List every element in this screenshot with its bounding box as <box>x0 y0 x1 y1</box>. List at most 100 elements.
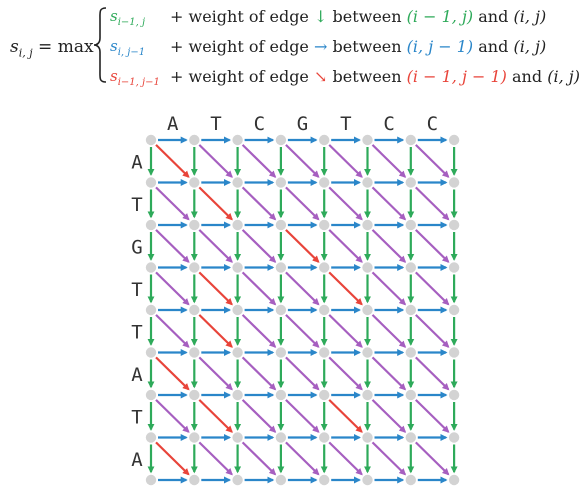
row-description: + weight of edge ↓ between (i − 1, j) an… <box>170 7 547 26</box>
diagonal-edge <box>285 314 320 348</box>
grid-node <box>145 347 157 358</box>
grid-node <box>275 262 287 273</box>
grid-node <box>275 389 287 401</box>
left-brace <box>93 7 107 83</box>
grid-node <box>405 134 416 146</box>
formula-lhs: si, j = max <box>10 37 94 59</box>
grid-node <box>232 432 243 443</box>
match-diagonal-edge <box>198 314 233 348</box>
diagonal-edge <box>328 314 363 348</box>
top-sequence-letter: A <box>167 113 179 135</box>
grid-node <box>405 219 416 231</box>
grid-node <box>189 262 200 273</box>
match-diagonal-edge <box>155 356 190 391</box>
grid-node <box>362 432 373 443</box>
diagonal-edge <box>371 144 407 178</box>
grid-node <box>405 389 416 401</box>
grid-node <box>405 262 416 273</box>
term-diagonal: si−1, j−1 <box>110 67 160 88</box>
grid-node <box>189 219 200 231</box>
grid-node <box>405 474 416 486</box>
lhs-subscript: i, j <box>18 46 33 60</box>
diagonal-edge <box>371 356 407 391</box>
grid-node <box>275 304 287 316</box>
diagonal-edge <box>285 186 320 221</box>
grid-node <box>448 177 460 188</box>
grid-node <box>189 347 200 358</box>
left-sequence-letter: T <box>131 194 142 216</box>
grid-node <box>319 304 330 316</box>
grid-node <box>145 304 157 316</box>
row-description: + weight of edge → between (i, j − 1) an… <box>170 37 547 56</box>
diagonal-edge <box>415 186 450 221</box>
grid-node <box>145 134 157 146</box>
diagonal-edge <box>371 399 407 433</box>
grid-node <box>145 389 157 401</box>
left-sequence-letter: T <box>131 279 142 301</box>
grid-node <box>189 432 200 443</box>
match-diagonal-edge <box>198 186 233 221</box>
grid-node <box>232 347 243 358</box>
diagonal-edge <box>241 399 277 433</box>
lhs-operator: = max <box>32 37 94 57</box>
grid-node <box>448 134 460 146</box>
down-arrow-icon: ↓ <box>314 7 328 26</box>
diagonal-edge <box>328 144 363 178</box>
diagonal-edge <box>371 186 407 221</box>
grid-node <box>319 347 330 358</box>
term-left: si, j−1 <box>110 37 146 58</box>
diagonal-edge <box>241 356 277 391</box>
diagonal-edge <box>328 229 363 263</box>
grid-node <box>189 134 200 146</box>
diagonal-edge <box>371 229 407 263</box>
grid-node <box>232 219 243 231</box>
diagonal-edge <box>285 399 320 433</box>
grid-node <box>275 219 287 231</box>
grid-node <box>189 304 200 316</box>
diagonal-edge <box>198 356 233 391</box>
grid-node <box>405 432 416 443</box>
match-diagonal-edge <box>198 271 233 306</box>
diagonal-edge <box>328 356 363 391</box>
grid-node <box>275 347 287 358</box>
grid-node <box>319 432 330 443</box>
diagonal-edge <box>241 314 277 348</box>
grid-node <box>362 219 373 231</box>
diagonal-edge <box>415 399 450 433</box>
grid-node <box>319 177 330 188</box>
grid-node <box>448 389 460 401</box>
diagonal-edge <box>415 314 450 348</box>
grid-node <box>362 304 373 316</box>
grid-node <box>448 347 460 358</box>
match-diagonal-edge <box>285 229 320 263</box>
grid-node <box>405 177 416 188</box>
diagonal-edge <box>371 441 407 476</box>
term-up: si−1, j <box>110 7 146 28</box>
match-diagonal-edge <box>328 399 363 433</box>
grid-node <box>319 389 330 401</box>
diagonal-edge <box>328 441 363 476</box>
right-arrow-icon: → <box>314 37 328 56</box>
grid-node <box>319 262 330 273</box>
grid-node <box>275 177 287 188</box>
top-sequence-letter: T <box>210 113 221 135</box>
grid-node <box>232 262 243 273</box>
grid-node <box>362 389 373 401</box>
grid-node <box>275 474 287 486</box>
diagonal-edge <box>241 441 277 476</box>
grid-node <box>362 177 373 188</box>
diagonal-edge <box>241 271 277 306</box>
grid-node <box>362 262 373 273</box>
diagonal-edge <box>371 314 407 348</box>
top-sequence-letter: C <box>383 113 394 135</box>
row-description: + weight of edge ↘ between (i − 1, j − 1… <box>170 67 580 86</box>
diagonal-arrow-icon: ↘ <box>314 67 328 86</box>
recurrence-formula: si, j = max si−1, j + weight of edge ↓ b… <box>0 0 586 100</box>
grid-node <box>232 474 243 486</box>
grid-node <box>145 177 157 188</box>
match-diagonal-edge <box>328 271 363 306</box>
top-sequence-letter: T <box>340 113 351 135</box>
diagonal-edge <box>415 229 450 263</box>
diagonal-edge <box>415 144 450 178</box>
